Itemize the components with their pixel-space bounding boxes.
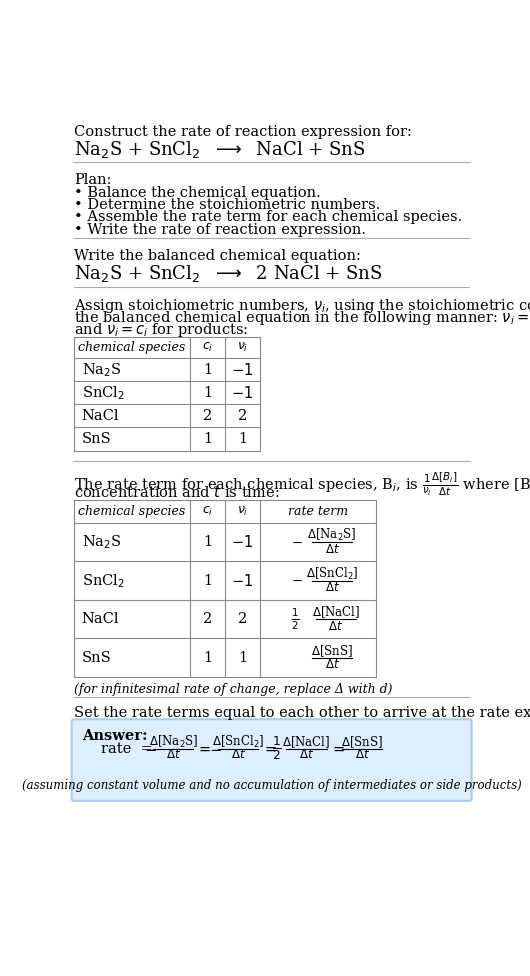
Text: $\Delta t$: $\Delta t$ (355, 749, 370, 761)
Text: Na$_2$S: Na$_2$S (82, 533, 121, 551)
Text: chemical species: chemical species (78, 341, 186, 354)
Text: Answer:: Answer: (82, 729, 147, 744)
Text: $\Delta t$: $\Delta t$ (166, 749, 181, 761)
Text: rate term: rate term (288, 505, 348, 518)
Text: $\Delta$[Na$_2$S]: $\Delta$[Na$_2$S] (307, 527, 357, 544)
Text: $\Delta$[SnS]: $\Delta$[SnS] (341, 735, 383, 751)
Text: $\nu_i$: $\nu_i$ (237, 505, 248, 518)
Text: $-$: $-$ (144, 742, 156, 755)
Text: 1: 1 (203, 535, 212, 549)
Text: 2: 2 (203, 409, 213, 423)
Text: 1: 1 (238, 651, 247, 665)
Text: Na$_2$S + SnCl$_2$  $\longrightarrow$  NaCl + SnS: Na$_2$S + SnCl$_2$ $\longrightarrow$ NaC… (74, 139, 365, 160)
Text: • Balance the chemical equation.: • Balance the chemical equation. (74, 185, 321, 200)
Text: SnCl$_2$: SnCl$_2$ (82, 572, 125, 590)
Text: 1: 1 (203, 651, 212, 665)
Text: 2: 2 (238, 409, 247, 423)
Text: (assuming constant volume and no accumulation of intermediates or side products): (assuming constant volume and no accumul… (22, 779, 522, 793)
Text: $=$: $=$ (330, 742, 345, 755)
Text: $-$: $-$ (291, 574, 303, 588)
Text: $\nu_i$: $\nu_i$ (237, 341, 248, 354)
Text: $\Delta$[SnCl$_2$]: $\Delta$[SnCl$_2$] (212, 734, 264, 751)
Text: SnS: SnS (82, 651, 111, 665)
Text: NaCl: NaCl (82, 409, 119, 423)
Text: SnCl$_2$: SnCl$_2$ (82, 384, 125, 402)
Text: rate  =: rate = (101, 742, 153, 755)
Text: 2: 2 (203, 612, 213, 627)
Text: 1: 1 (203, 432, 212, 446)
Text: NaCl: NaCl (82, 612, 119, 627)
Text: $\Delta t$: $\Delta t$ (329, 620, 343, 632)
Text: 1: 1 (203, 363, 212, 377)
Text: $\Delta t$: $\Delta t$ (324, 543, 340, 555)
Text: $\Delta t$: $\Delta t$ (231, 749, 246, 761)
Text: $\Delta$[SnS]: $\Delta$[SnS] (311, 643, 353, 659)
Text: $\Delta t$: $\Delta t$ (299, 749, 314, 761)
Text: $=$: $=$ (261, 742, 277, 755)
Text: $=$: $=$ (197, 742, 212, 755)
Text: $\Delta t$: $\Delta t$ (324, 581, 340, 594)
Text: (for infinitesimal rate of change, replace Δ with d): (for infinitesimal rate of change, repla… (74, 683, 393, 696)
Text: $\Delta$[SnCl$_2$]: $\Delta$[SnCl$_2$] (306, 566, 358, 582)
FancyBboxPatch shape (72, 719, 472, 801)
Text: $-$: $-$ (291, 536, 303, 549)
Text: concentration and $t$ is time:: concentration and $t$ is time: (74, 484, 279, 500)
Text: Assign stoichiometric numbers, $\nu_i$, using the stoichiometric coefficients, $: Assign stoichiometric numbers, $\nu_i$, … (74, 297, 530, 314)
Text: Construct the rate of reaction expression for:: Construct the rate of reaction expressio… (74, 125, 412, 139)
Text: $c_i$: $c_i$ (202, 505, 213, 518)
Text: $\Delta$[NaCl]: $\Delta$[NaCl] (282, 735, 331, 751)
Text: $-$: $-$ (209, 742, 222, 755)
Text: $-1$: $-1$ (232, 534, 254, 550)
Text: $\Delta$[NaCl]: $\Delta$[NaCl] (312, 604, 360, 620)
Text: • Assemble the rate term for each chemical species.: • Assemble the rate term for each chemic… (74, 210, 462, 224)
Text: 2: 2 (238, 612, 247, 627)
Text: $-1$: $-1$ (232, 573, 254, 589)
Text: $\Delta t$: $\Delta t$ (324, 658, 340, 671)
Text: 1: 1 (238, 432, 247, 446)
Text: $\frac{1}{2}$: $\frac{1}{2}$ (291, 606, 299, 631)
Text: • Determine the stoichiometric numbers.: • Determine the stoichiometric numbers. (74, 198, 381, 212)
Text: The rate term for each chemical species, B$_i$, is $\frac{1}{\nu_i}\frac{\Delta[: The rate term for each chemical species,… (74, 470, 530, 498)
Text: chemical species: chemical species (78, 505, 186, 518)
Text: $\frac{1}{2}$: $\frac{1}{2}$ (272, 735, 282, 762)
Text: SnS: SnS (82, 432, 111, 446)
Text: Set the rate terms equal to each other to arrive at the rate expression:: Set the rate terms equal to each other t… (74, 707, 530, 720)
Text: $-1$: $-1$ (232, 385, 254, 401)
Text: Na$_2$S + SnCl$_2$  $\longrightarrow$  2 NaCl + SnS: Na$_2$S + SnCl$_2$ $\longrightarrow$ 2 N… (74, 263, 383, 284)
Text: $c_i$: $c_i$ (202, 341, 213, 354)
Text: • Write the rate of reaction expression.: • Write the rate of reaction expression. (74, 223, 366, 236)
Text: 1: 1 (203, 574, 212, 588)
Text: $\Delta$[Na$_2$S]: $\Delta$[Na$_2$S] (148, 734, 198, 751)
Text: Plan:: Plan: (74, 173, 111, 186)
Text: Na$_2$S: Na$_2$S (82, 361, 121, 379)
Text: Write the balanced chemical equation:: Write the balanced chemical equation: (74, 249, 361, 263)
Text: $-1$: $-1$ (232, 362, 254, 378)
Text: 1: 1 (203, 386, 212, 400)
Text: and $\nu_i = c_i$ for products:: and $\nu_i = c_i$ for products: (74, 321, 248, 340)
Text: the balanced chemical equation in the following manner: $\nu_i = -c_i$ for react: the balanced chemical equation in the fo… (74, 308, 530, 327)
